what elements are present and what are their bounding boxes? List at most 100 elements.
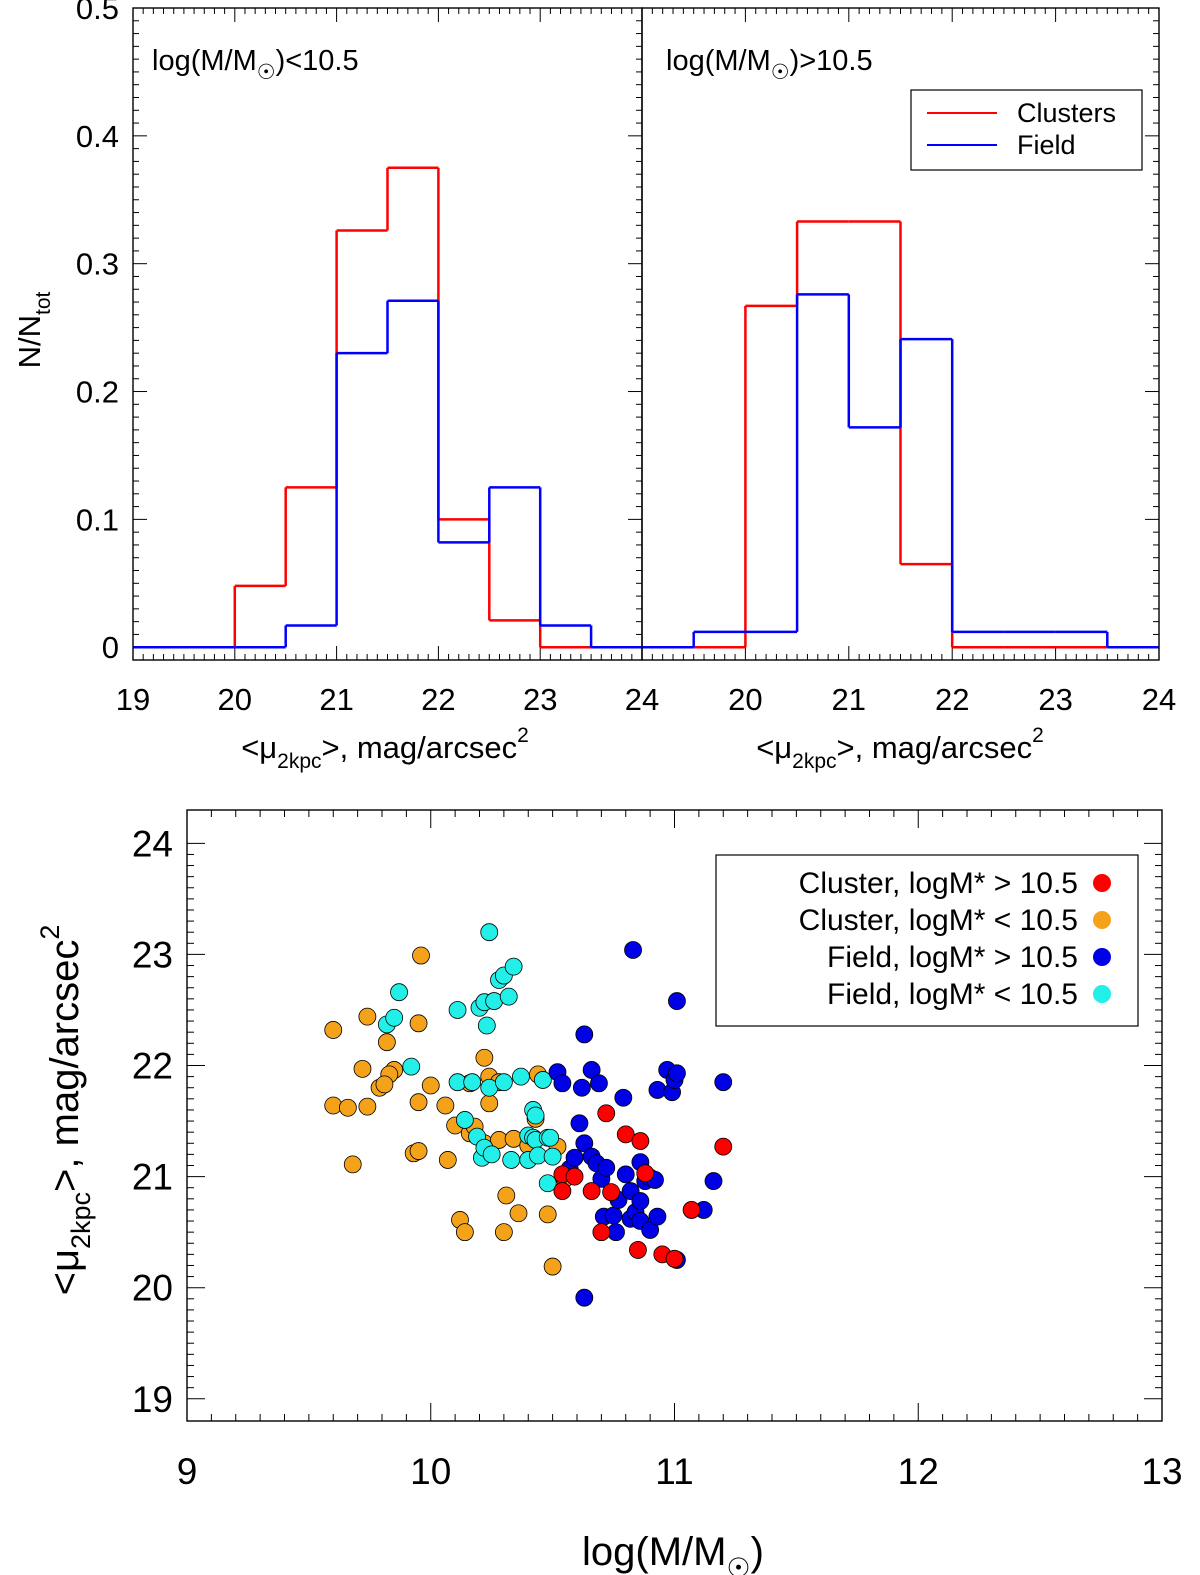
panel-b-x-axis-title: <μ2kpc>, mag/arcsec2 bbox=[756, 724, 1044, 773]
x-tick-label: 23 bbox=[1038, 682, 1072, 717]
panel-c-tick-labels: 9 10 11 12 13 19 20 21 22 23 24 bbox=[132, 823, 1183, 1492]
x-tick-label: 10 bbox=[410, 1451, 451, 1492]
scatter-point bbox=[602, 1183, 621, 1202]
scatter-point bbox=[665, 1249, 684, 1268]
panel-c-y-axis-title: <μ2kpc>, mag/arcsec2 bbox=[35, 925, 96, 1296]
panel-a-tick-labels: 19 20 21 22 23 24 0 0.1 0.2 0.3 0.4 0.5 bbox=[76, 0, 659, 717]
x-tick-label: 20 bbox=[728, 682, 762, 717]
scatter-point bbox=[509, 1204, 528, 1223]
scatter-point bbox=[504, 957, 523, 976]
scatter-point bbox=[592, 1223, 611, 1242]
scatter-point bbox=[648, 1207, 667, 1226]
panel-b-frame bbox=[641, 7, 1160, 661]
legend-field-high-marker bbox=[1093, 948, 1111, 966]
scatter-point bbox=[629, 1241, 647, 1259]
x-tick-label: 19 bbox=[116, 682, 150, 717]
scatter-point bbox=[575, 1288, 594, 1307]
scatter-legend-box bbox=[715, 854, 1139, 1027]
scatter-point bbox=[343, 1155, 362, 1174]
legend-box bbox=[910, 89, 1143, 171]
panel-a-y-axis-title: N/Ntot bbox=[12, 291, 55, 368]
sun-symbol-icon: ☉ bbox=[257, 61, 276, 84]
y-tick-label: 0 bbox=[102, 630, 119, 665]
panel-b-legend: Clusters Field bbox=[910, 89, 1143, 171]
scatter-point bbox=[565, 1148, 584, 1167]
scatter-point bbox=[631, 1192, 650, 1210]
legend-field-low-marker bbox=[1093, 985, 1111, 1003]
scatter-point bbox=[448, 1001, 467, 1019]
panel-b-tick-labels: 20 21 22 23 24 bbox=[728, 682, 1176, 717]
y-tick-label: 22 bbox=[132, 1046, 173, 1087]
legend-field-high-label: Field, logM* > 10.5 bbox=[827, 941, 1078, 974]
scatter-point bbox=[499, 987, 518, 1006]
panel-a: 19 20 21 22 23 24 0 0.1 0.2 0.3 0.4 0.5 log(M/M☉)<1… bbox=[12, 0, 659, 773]
scatter-point bbox=[385, 1008, 404, 1027]
scatter-point bbox=[438, 1151, 457, 1169]
scatter-point bbox=[421, 1076, 440, 1095]
scatter-point bbox=[494, 1223, 513, 1242]
scatter-point bbox=[526, 1106, 545, 1125]
scatter-point bbox=[512, 1067, 530, 1086]
scatter-point bbox=[538, 1205, 557, 1224]
x-tick-label: 9 bbox=[177, 1451, 198, 1492]
panel-c-x-axis-title: log(M/M☉) bbox=[582, 1530, 764, 1575]
x-tick-label: 24 bbox=[1142, 682, 1176, 717]
y-tick-label: 21 bbox=[132, 1157, 173, 1198]
panel-c-legend: Cluster, logM* > 10.5 Cluster, logM* < 1… bbox=[715, 854, 1139, 1027]
y-tick-label: 0.4 bbox=[76, 119, 119, 154]
scatter-point bbox=[597, 1158, 616, 1177]
x-tick-label: 22 bbox=[935, 682, 969, 717]
scatter-point bbox=[353, 1059, 372, 1078]
scatter-point bbox=[482, 1145, 501, 1164]
scatter-point bbox=[575, 1025, 594, 1044]
x-tick-label: 21 bbox=[832, 682, 866, 717]
x-tick-label: 20 bbox=[218, 682, 252, 717]
y-tick-label: 19 bbox=[132, 1379, 173, 1420]
scatter-point bbox=[543, 1257, 562, 1276]
scatter-point bbox=[358, 1097, 377, 1116]
scatter-point bbox=[377, 1033, 396, 1052]
scatter-point bbox=[477, 1016, 496, 1035]
x-tick-label: 11 bbox=[655, 1451, 693, 1492]
legend-field-low-label: Field, logM* < 10.5 bbox=[827, 978, 1078, 1011]
scatter-point bbox=[636, 1164, 655, 1183]
scatter-point bbox=[375, 1075, 394, 1094]
x-tick-label: 21 bbox=[319, 682, 353, 717]
panel-a-field-series bbox=[133, 299, 642, 649]
scatter-point bbox=[402, 1057, 421, 1076]
x-tick-label: 12 bbox=[898, 1451, 939, 1492]
y-tick-label: 24 bbox=[132, 823, 173, 864]
panel-a-clusters-series bbox=[133, 166, 642, 649]
scatter-point bbox=[538, 1174, 557, 1193]
panel-b-label: log(M/M☉)>10.5 bbox=[666, 45, 873, 84]
scatter-point bbox=[553, 1074, 572, 1093]
x-tick-label: 22 bbox=[421, 682, 455, 717]
scatter-point bbox=[616, 1165, 635, 1184]
scatter-point bbox=[565, 1167, 584, 1186]
legend-field-label: Field bbox=[1017, 130, 1076, 160]
panel-b: 20 21 22 23 24 log(M/M☉)>10.5 <μ2kpc>, mag/a… bbox=[641, 7, 1176, 773]
scatter-point bbox=[324, 1021, 343, 1039]
legend-cluster-high-label: Cluster, logM* > 10.5 bbox=[799, 867, 1078, 900]
legend-cluster-low-marker bbox=[1093, 911, 1111, 929]
scatter-point bbox=[338, 1098, 357, 1117]
scatter-point bbox=[409, 1093, 428, 1112]
x-tick-label: 13 bbox=[1141, 1451, 1182, 1492]
scatter-point bbox=[463, 1073, 482, 1092]
scatter-point bbox=[390, 983, 408, 1002]
y-tick-label: 0.5 bbox=[76, 0, 119, 26]
scatter-point bbox=[480, 923, 499, 942]
legend-clusters-label: Clusters bbox=[1017, 98, 1116, 128]
scatter-point bbox=[570, 1114, 589, 1133]
legend-cluster-high-marker bbox=[1093, 874, 1111, 892]
scatter-point bbox=[358, 1007, 377, 1026]
panel-c: 9 10 11 12 13 19 20 21 22 23 24 log(M/M☉) <μ2kpc>,… bbox=[35, 809, 1183, 1575]
scatter-point bbox=[572, 1078, 591, 1097]
legend-cluster-low-label: Cluster, logM* < 10.5 bbox=[799, 904, 1078, 937]
scatter-point bbox=[494, 1073, 513, 1092]
scatter-point bbox=[668, 1064, 686, 1083]
scatter-point bbox=[455, 1223, 474, 1242]
x-tick-label: 23 bbox=[523, 682, 557, 717]
panel-c-points bbox=[324, 923, 733, 1307]
